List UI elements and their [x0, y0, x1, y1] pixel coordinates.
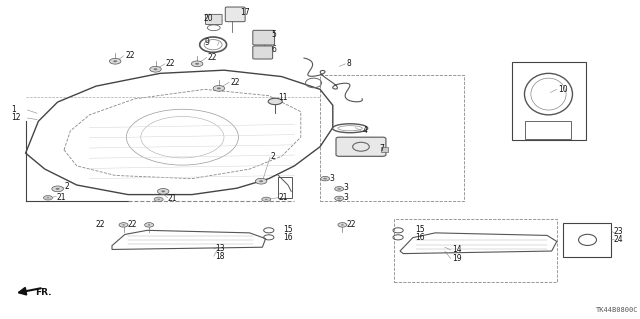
- Text: 22: 22: [125, 51, 135, 60]
- Circle shape: [119, 223, 128, 227]
- Bar: [525, 121, 571, 139]
- Text: 9: 9: [205, 38, 210, 47]
- Circle shape: [335, 196, 344, 201]
- Text: 22: 22: [208, 53, 218, 62]
- Text: 24: 24: [613, 235, 623, 244]
- Circle shape: [113, 60, 117, 62]
- Text: 19: 19: [452, 254, 461, 263]
- Text: 1: 1: [11, 105, 15, 114]
- Text: 2: 2: [271, 152, 275, 161]
- Circle shape: [157, 199, 160, 200]
- Ellipse shape: [268, 98, 282, 105]
- Text: FR.: FR.: [35, 288, 52, 297]
- Text: 5: 5: [271, 30, 276, 39]
- Circle shape: [213, 85, 225, 91]
- Circle shape: [335, 187, 344, 191]
- Circle shape: [145, 223, 154, 227]
- Text: 23: 23: [613, 227, 623, 236]
- Text: 22: 22: [230, 78, 240, 87]
- Bar: [278, 177, 292, 198]
- Text: 4: 4: [362, 126, 367, 135]
- Text: 18: 18: [215, 252, 225, 261]
- Text: 11: 11: [278, 93, 288, 102]
- Text: 20: 20: [204, 14, 213, 23]
- Circle shape: [337, 197, 341, 199]
- Bar: [320, 75, 464, 201]
- Bar: [394, 219, 557, 282]
- FancyBboxPatch shape: [225, 7, 245, 22]
- Circle shape: [44, 196, 52, 200]
- Text: 22: 22: [165, 59, 175, 68]
- Circle shape: [52, 186, 63, 192]
- Circle shape: [191, 61, 203, 67]
- FancyBboxPatch shape: [336, 137, 386, 156]
- Text: 22: 22: [128, 220, 138, 229]
- Circle shape: [161, 190, 165, 192]
- Circle shape: [56, 188, 60, 190]
- Text: 17: 17: [240, 8, 250, 17]
- Text: 12: 12: [11, 113, 20, 122]
- Text: 7: 7: [379, 144, 384, 153]
- Text: 6: 6: [271, 45, 276, 54]
- Text: TK44B0800C: TK44B0800C: [596, 307, 639, 313]
- FancyBboxPatch shape: [253, 46, 273, 59]
- Text: 21: 21: [57, 193, 67, 202]
- Circle shape: [265, 199, 268, 200]
- Circle shape: [262, 197, 271, 202]
- Text: 3: 3: [343, 183, 348, 192]
- Text: 21: 21: [278, 193, 288, 202]
- Text: 8: 8: [347, 59, 351, 68]
- Circle shape: [154, 197, 163, 202]
- Text: 16: 16: [283, 233, 292, 241]
- Text: 15: 15: [283, 225, 292, 234]
- Bar: [381, 147, 388, 152]
- Text: 10: 10: [558, 85, 568, 94]
- Circle shape: [259, 180, 263, 182]
- Text: 3: 3: [330, 174, 335, 182]
- Circle shape: [217, 87, 221, 89]
- Circle shape: [109, 58, 121, 64]
- Circle shape: [154, 68, 157, 70]
- Text: 16: 16: [415, 233, 425, 241]
- Text: 15: 15: [415, 225, 425, 234]
- Circle shape: [337, 188, 341, 190]
- Text: 22: 22: [347, 220, 356, 229]
- Circle shape: [195, 63, 199, 65]
- Circle shape: [255, 178, 267, 184]
- Circle shape: [321, 176, 330, 181]
- Text: 21: 21: [168, 194, 177, 203]
- Circle shape: [148, 224, 150, 226]
- Text: 14: 14: [452, 245, 461, 254]
- Circle shape: [323, 178, 327, 180]
- Text: 3: 3: [343, 193, 348, 202]
- FancyBboxPatch shape: [253, 30, 275, 45]
- Text: 2: 2: [65, 182, 69, 191]
- Circle shape: [338, 223, 347, 227]
- FancyBboxPatch shape: [205, 14, 222, 25]
- Circle shape: [157, 189, 169, 194]
- Circle shape: [150, 66, 161, 72]
- Bar: [563, 223, 611, 257]
- Text: 13: 13: [215, 244, 225, 253]
- Circle shape: [47, 197, 49, 198]
- Circle shape: [122, 224, 125, 226]
- Bar: [512, 62, 586, 140]
- Text: 22: 22: [96, 220, 106, 229]
- Circle shape: [341, 224, 344, 226]
